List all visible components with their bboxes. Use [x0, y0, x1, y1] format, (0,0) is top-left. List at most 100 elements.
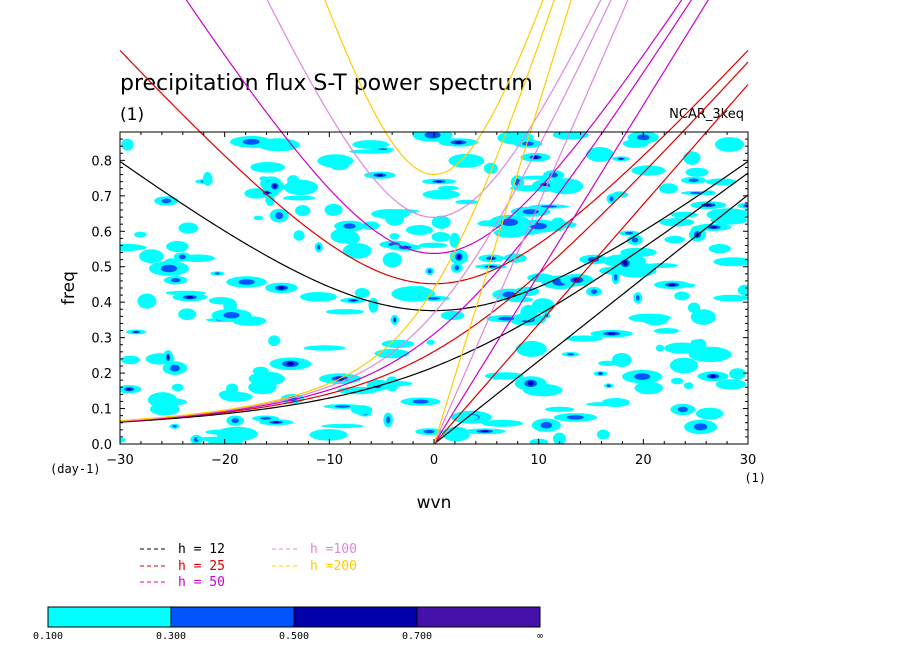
- contour-blob-high: [394, 318, 396, 322]
- contour-blob-high: [527, 381, 534, 386]
- contour-blob: [440, 310, 465, 321]
- contour-blob-high: [619, 158, 623, 160]
- y-tick-label: 0.5: [91, 261, 112, 276]
- contour-blob: [253, 215, 264, 221]
- contour-blob-mid: [170, 364, 180, 372]
- contour-blob: [418, 242, 448, 248]
- contour-blob: [449, 232, 461, 248]
- contour-blob: [287, 175, 300, 186]
- legend-entry: h = 50: [178, 575, 225, 590]
- contour-blob: [545, 406, 575, 412]
- contour-blob-high: [454, 141, 463, 144]
- contour-blob: [481, 419, 523, 427]
- contour-blob: [611, 352, 632, 368]
- y-tick-label: 0.3: [91, 332, 112, 347]
- contour-blob: [422, 189, 460, 200]
- contour-blob-mid: [238, 279, 255, 285]
- contour-blob: [598, 360, 617, 366]
- contour-blob: [386, 209, 420, 214]
- contour-blob-high: [126, 388, 132, 391]
- contour-blob-mid: [540, 421, 553, 429]
- contour-blob: [265, 193, 275, 206]
- colorbar-label: 0.100: [33, 631, 63, 642]
- x-tick-label: −20: [211, 453, 238, 468]
- wig-curve-h100: [266, 0, 602, 218]
- contour-blob: [705, 178, 737, 186]
- x-tick-label: −10: [316, 453, 343, 468]
- contour-blob: [171, 383, 184, 392]
- contour-blob-mid: [566, 415, 585, 420]
- x-axis-label: wvn: [417, 493, 452, 513]
- contour-blob: [596, 429, 610, 440]
- contour-blob-high: [532, 156, 539, 159]
- contour-blob: [139, 249, 164, 264]
- contour-blob: [715, 379, 747, 390]
- contour-blob-mid: [677, 406, 688, 413]
- contour-blob: [706, 208, 748, 222]
- contour-blob: [690, 309, 716, 325]
- contour-blob: [250, 162, 285, 173]
- contour-blob-mid: [423, 429, 435, 434]
- contour-blob: [352, 140, 389, 149]
- y-tick-label: 0.1: [91, 403, 112, 418]
- contour-blob-high: [167, 355, 170, 360]
- contour-blob-mid: [454, 265, 460, 271]
- contour-blob: [252, 366, 269, 376]
- contour-blob: [585, 402, 619, 407]
- wig-curve-h12: [119, 160, 749, 312]
- colorbar-label: 0.700: [402, 631, 432, 642]
- contour-blob: [324, 203, 343, 216]
- legend-entry: h = 12: [178, 542, 225, 557]
- contour-blob: [620, 247, 657, 257]
- contour-blob-mid: [170, 278, 181, 283]
- contour-blob-mid: [427, 297, 441, 300]
- contour-blob: [342, 243, 372, 259]
- contour-blob: [120, 437, 126, 443]
- contour-blob: [325, 309, 364, 315]
- contour-blob: [655, 344, 665, 352]
- contour-blob: [248, 380, 277, 395]
- contour-blob: [683, 382, 694, 390]
- contour-blob-high: [134, 331, 138, 333]
- contour-blob-mid: [614, 273, 618, 281]
- contour-blob-mid: [606, 384, 611, 387]
- contour-blob-mid: [522, 141, 534, 146]
- contour-blob: [431, 232, 451, 242]
- contour-blob-mid: [242, 138, 260, 145]
- contour-blob-high: [377, 174, 383, 177]
- y-axis-label: freq: [59, 271, 79, 305]
- contour-blob: [341, 231, 360, 245]
- contour-blob: [309, 429, 348, 441]
- contour-blob: [282, 195, 316, 201]
- chart-title: precipitation flux S-T power spectrum: [120, 71, 533, 96]
- x-tick-label: 30: [740, 453, 757, 468]
- contour-blob-high: [481, 430, 489, 433]
- contour-blob: [385, 213, 405, 226]
- contour-blob: [382, 252, 402, 268]
- contour-blob: [226, 383, 239, 394]
- contour-blob-high: [710, 374, 716, 378]
- contour-blob: [321, 423, 364, 429]
- contour-blob: [268, 335, 281, 347]
- contour-blob: [220, 391, 253, 402]
- contour-blob: [293, 230, 305, 241]
- contour-blob-high: [668, 283, 676, 287]
- contour-blob: [317, 154, 354, 168]
- contour-blob: [552, 132, 589, 140]
- colorbar-label: 0.500: [279, 631, 309, 642]
- mrg-curve-h25: [119, 61, 749, 423]
- legend-entry: h =200: [310, 559, 357, 574]
- colorbar-segment: [47, 606, 172, 628]
- contour-blob-high: [273, 184, 277, 189]
- y-tick-label: 0.8: [91, 154, 112, 169]
- mrg-curve-h50: [119, 0, 693, 422]
- contour-blob: [737, 202, 748, 209]
- wig-curve-h200: [324, 0, 544, 176]
- legend-entry: h =100: [310, 542, 357, 557]
- contour-blob: [642, 314, 669, 326]
- contour-blob: [669, 357, 699, 374]
- contour-blob: [670, 211, 698, 218]
- contour-blob: [674, 291, 690, 301]
- contour-blob: [299, 292, 337, 302]
